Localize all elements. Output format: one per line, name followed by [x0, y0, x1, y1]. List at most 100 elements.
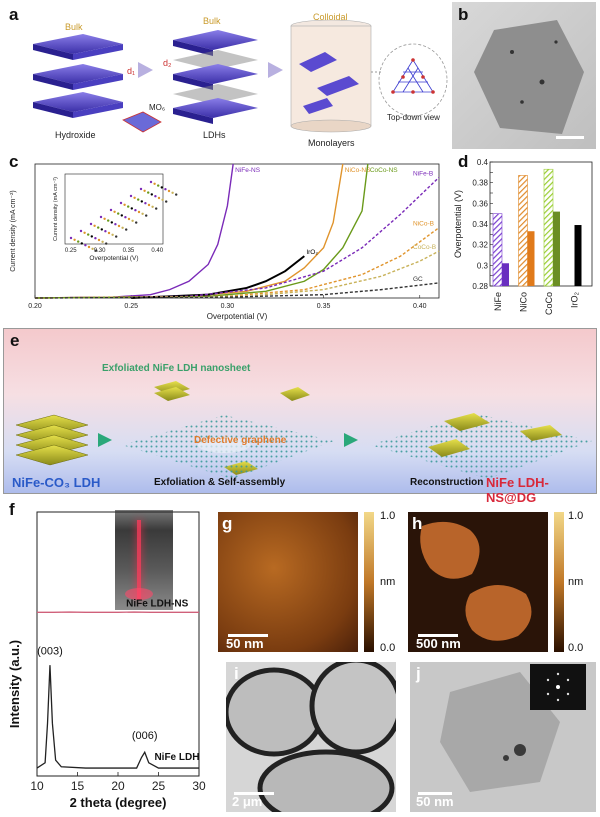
chart-d-ytick-label: 0.38	[472, 179, 488, 188]
inset-point	[124, 216, 127, 219]
series-label-coco-b: CoCo-B	[413, 244, 436, 251]
inset-point	[130, 207, 133, 210]
chart-d-ytick-label: 0.34	[472, 220, 488, 229]
chart-d-ytick-label: 0.36	[472, 199, 488, 208]
inset-point	[157, 184, 160, 187]
panel-h: h 500 nm	[408, 512, 548, 652]
panel-e-schematic	[15, 381, 592, 479]
inset-point	[117, 224, 121, 228]
chart-d: 0.28 0.3 0.32 0.34 0.36 0.38 0.4 Overpotential …	[453, 158, 593, 315]
panel-j-label: j	[416, 664, 421, 683]
inset-point	[144, 202, 147, 205]
inset-point	[175, 193, 178, 196]
inset-point	[90, 235, 94, 238]
bar-hatched-2	[543, 168, 554, 287]
series-label-nife-ns: NiFe-NS	[235, 167, 261, 174]
inset-point	[127, 217, 131, 221]
inset-point	[104, 230, 107, 233]
inset-point	[94, 237, 97, 240]
chart-f-xtick-label: 20	[111, 779, 125, 793]
inset-point	[137, 210, 141, 214]
chart-d-category-label: IrO₂	[570, 292, 580, 308]
inset-point	[80, 242, 84, 245]
inset-point	[147, 191, 150, 194]
panel-i-label: i	[234, 664, 239, 683]
chart-c-xtick-label: 0.20	[28, 303, 42, 310]
chart-f-frame	[36, 511, 200, 777]
inset-ylabel: Current density (mA cm⁻²)	[53, 177, 59, 241]
inset-point	[129, 194, 133, 198]
inset-point	[123, 203, 126, 206]
inset-xtick-label: 0.40	[151, 248, 163, 254]
bar-solid-3	[574, 225, 582, 286]
panel-a-label: a	[9, 5, 19, 24]
inset-point	[105, 242, 108, 245]
scale-bar-b	[556, 136, 584, 139]
scale-text-i: 2 μm	[232, 794, 263, 809]
series-line-iro-	[131, 255, 305, 299]
colorbar-g	[364, 512, 374, 652]
inset-point	[153, 182, 156, 185]
inset-point	[79, 229, 83, 233]
chart-d-category-label: NiCo	[519, 292, 529, 312]
scale-text-j: 50 nm	[416, 794, 454, 809]
chart-d-ytick-label: 0.3	[477, 261, 489, 270]
inset-point	[150, 193, 153, 196]
chart-d-ytick-label: 0.32	[472, 241, 488, 250]
bulk2-label: Bulk	[203, 16, 221, 26]
colloidal-beaker	[290, 19, 372, 133]
scale-text-h: 500 nm	[416, 636, 461, 651]
inset-point	[137, 198, 140, 201]
inset-xtick-label: 0.30	[94, 248, 106, 254]
inset-point	[155, 207, 158, 210]
inset-point	[111, 233, 114, 236]
inset-point	[107, 231, 111, 235]
panel-b-label: b	[458, 5, 469, 24]
saed-inset	[530, 664, 586, 710]
inset-point	[134, 209, 137, 212]
bar-solid-2	[553, 211, 560, 286]
d2-label: d₂	[163, 58, 172, 68]
panel-c-label: c	[9, 152, 19, 171]
chart-d-ytick-label: 0.28	[472, 282, 488, 291]
chart-d-ylabel: Overpotential (V)	[453, 190, 463, 258]
nife-co3-stack	[15, 414, 89, 466]
inset-point	[133, 196, 136, 199]
panel-e-label: e	[10, 331, 20, 350]
exfoliation-label: Exfoliation & Self-assembly	[154, 477, 286, 488]
chart-c-xtick-label: 0.30	[221, 303, 235, 310]
inset-point	[93, 224, 96, 227]
colorbar-h	[554, 512, 564, 652]
inset-point	[97, 238, 101, 242]
mo6-label: MO₆	[149, 103, 165, 112]
inset-point	[125, 228, 128, 231]
inset-xlabel: Overpotential (V)	[89, 255, 138, 262]
nife-co3-label: NiFe-CO₃ LDH	[12, 475, 101, 490]
series-label-nico-b: NiCo-B	[413, 221, 434, 228]
cb-h-unit: nm	[568, 576, 584, 588]
inset-point	[97, 226, 100, 229]
bar-solid-1	[527, 231, 535, 286]
inset-point	[87, 245, 91, 249]
inset-point	[69, 236, 73, 240]
inset-point	[149, 180, 153, 184]
chart-c-xtick-label: 0.25	[124, 303, 138, 310]
panel-b: b	[452, 2, 596, 149]
inset-point	[109, 208, 113, 212]
chart-d-category-label: CoCo	[544, 292, 554, 315]
cb-g-unit: nm	[380, 576, 396, 588]
ldh-stack	[173, 30, 258, 124]
inset-point	[164, 188, 167, 191]
inset-point	[95, 249, 98, 252]
exfoliated-label: Exfoliated NiFe LDH nanosheet	[102, 363, 251, 374]
colloidal-label: Colloidal	[313, 12, 348, 22]
inset-point	[117, 212, 120, 215]
chart-c-frame	[34, 163, 440, 299]
panel-d-label: d	[458, 152, 469, 171]
bar-hatched-0	[492, 213, 503, 287]
peak-label-006: (006)	[132, 730, 158, 742]
inset-point	[83, 231, 86, 234]
series-label-ldh: NiFe LDH	[154, 752, 199, 763]
monolayers-label: Monolayers	[308, 138, 355, 148]
inset-point	[171, 191, 174, 194]
